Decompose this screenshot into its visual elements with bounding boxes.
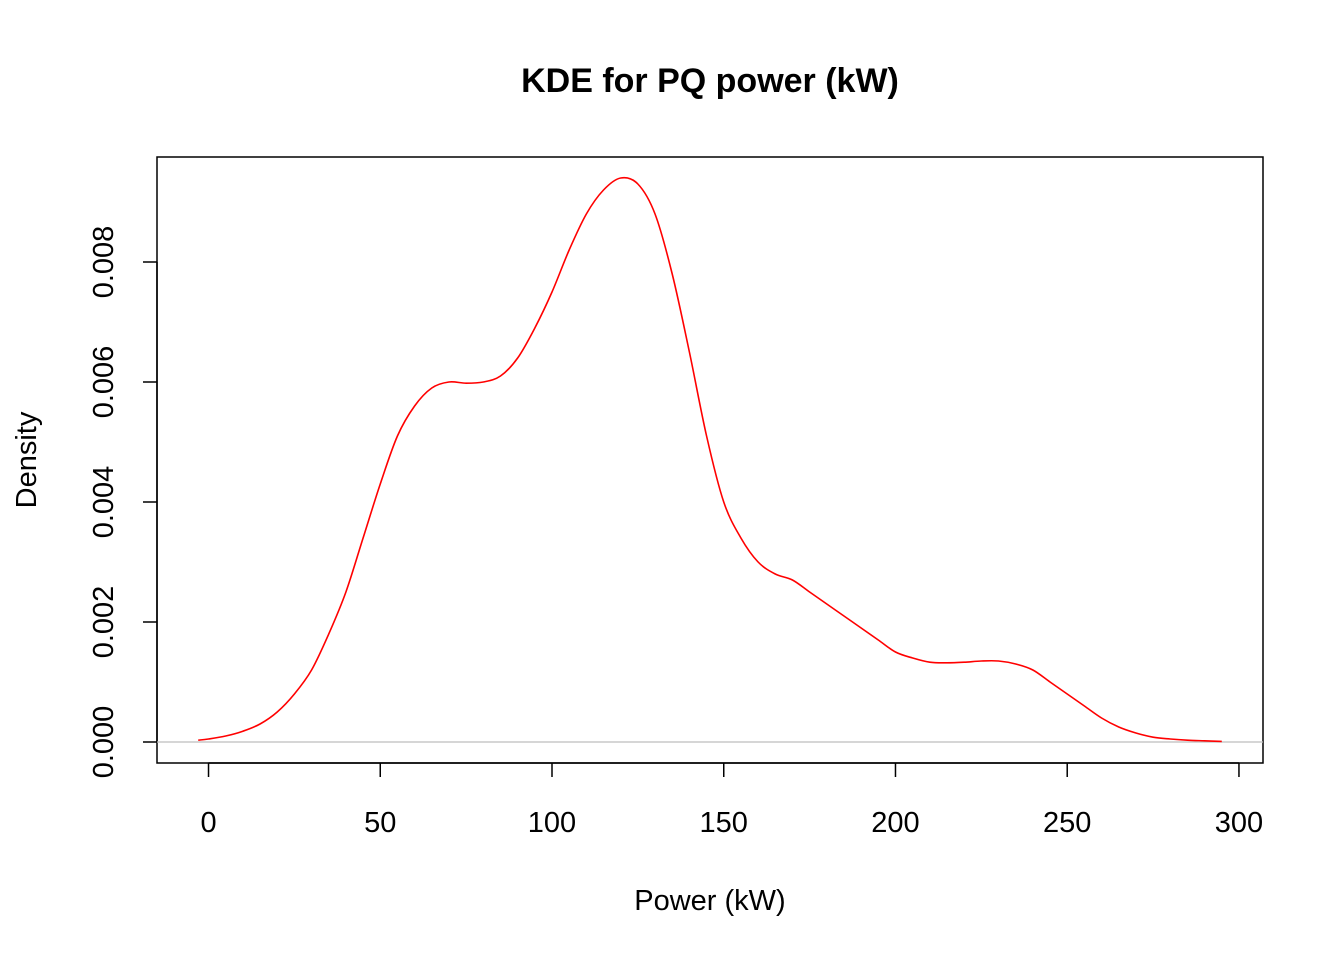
y-tick-label: 0.002 (88, 586, 120, 659)
x-tick-label: 250 (1043, 807, 1091, 839)
plot-frame (156, 156, 1264, 764)
x-tick-label: 100 (528, 807, 576, 839)
x-axis: 0 50 100 150 200 250 300 (200, 762, 1263, 839)
x-axis-label: Power (kW) (634, 885, 785, 917)
density-curve (198, 176, 1222, 743)
y-tick-label: 0.006 (88, 346, 120, 419)
x-tick-label: 200 (871, 807, 919, 839)
y-tick-label: 0.000 (88, 706, 120, 779)
chart-title: KDE for PQ power (kW) (521, 62, 899, 100)
x-tick-label: 300 (1215, 807, 1263, 839)
y-axis: 0.000 0.002 0.004 0.006 0.008 (88, 226, 158, 779)
y-axis-label: Density (11, 411, 43, 508)
plot-area (157, 176, 1263, 743)
x-tick-label: 0 (200, 807, 216, 839)
y-tick-label: 0.008 (88, 226, 120, 299)
y-tick-label: 0.004 (88, 466, 120, 539)
x-tick-label: 150 (700, 807, 748, 839)
x-tick-label: 50 (364, 807, 396, 839)
